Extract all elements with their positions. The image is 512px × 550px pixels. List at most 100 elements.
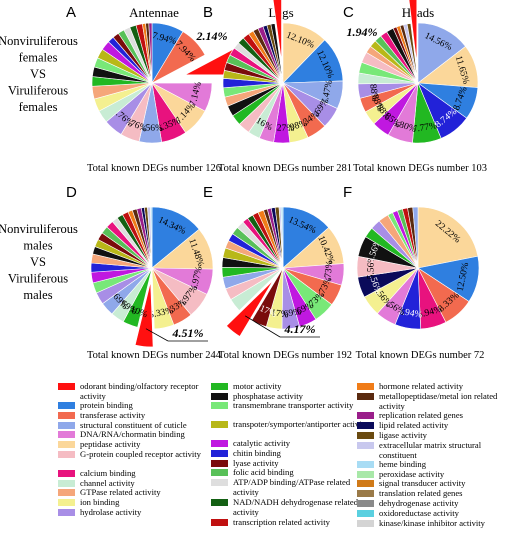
pie-slice [406, 23, 419, 84]
legend-swatch [357, 383, 374, 390]
panel-caption: Total known DEGs number 244 [87, 350, 222, 361]
panel-title: Antennae [129, 5, 179, 20]
group-label-line: Viruliferous [8, 272, 68, 286]
legend-label: peroxidase activity [379, 469, 445, 479]
group-label-line: females [19, 100, 58, 114]
legend-swatch [357, 520, 374, 527]
legend-label: phosphatase activity [233, 391, 303, 401]
legend-label: ion binding [80, 497, 120, 507]
legend-label: hydrolase activity [80, 507, 142, 517]
callout-label: 4.51% [172, 326, 204, 340]
panel-caption: Total known DEGs number 281 [218, 163, 352, 174]
legend-label: replication related genes [379, 410, 463, 420]
legend-swatch [58, 470, 75, 477]
callout-label: 1.94% [347, 25, 378, 39]
pie-slice [151, 267, 175, 330]
legend-swatch [357, 432, 374, 439]
legend-label: peptidase activity [80, 439, 141, 449]
pie-slice [148, 22, 153, 84]
legend-swatch [58, 422, 75, 429]
panel-caption: Total known DEGs number 72 [356, 350, 485, 361]
slice-label: 4.27% [270, 123, 295, 134]
group-label-line: VS [30, 67, 46, 81]
legend-swatch [211, 383, 228, 390]
legend-swatch [58, 480, 75, 487]
legend-swatch [357, 461, 374, 468]
panel-letter: F [343, 184, 352, 201]
legend-label: signal transducer activity [379, 478, 466, 488]
legend-swatch [211, 393, 228, 400]
legend-label: lyase activity [233, 458, 279, 468]
legend-label: hormone related activity [379, 381, 463, 391]
legend-swatch [58, 383, 75, 390]
panel-letter: D [66, 184, 77, 201]
group-label-line: Viruliferous [8, 84, 68, 98]
pie-slice [226, 280, 274, 337]
legend-label: DNA/RNA/chormatin binding [80, 429, 185, 439]
pie-slice [151, 206, 200, 269]
legend-label: NAD/NADH dehydrogenase related activity [233, 497, 359, 517]
group-label-line: males [23, 288, 52, 302]
legend-label: lipid related activity [379, 420, 449, 430]
panel-letter: C [343, 4, 354, 21]
callout-label: 4.17% [284, 322, 316, 336]
legend-label: transcription related activity [233, 517, 330, 527]
pie-slice [412, 206, 419, 269]
legend-swatch [357, 412, 374, 419]
legend-swatch [211, 440, 228, 447]
slice-label: 4.69% [276, 307, 302, 320]
slice-label: 5.33% [148, 306, 174, 321]
legend-swatch [357, 490, 374, 497]
callout-line [244, 315, 281, 338]
legend-swatch [357, 422, 374, 429]
legend-label: G-protein coupled receptor activity [80, 449, 201, 459]
legend-swatch [211, 479, 228, 486]
slice-label: 5.56% [366, 255, 377, 280]
panel-letter: E [203, 184, 213, 201]
legend-swatch [211, 402, 228, 409]
legend-swatch [211, 499, 228, 506]
pie-slice [280, 206, 284, 269]
pie-slice [270, 23, 284, 84]
group-label-line: Nonviruliferous [0, 34, 78, 48]
slice-label: 7.47% [320, 79, 335, 105]
group-label-line: Nonviruliferous [0, 222, 78, 236]
pie-slice [417, 22, 466, 84]
legend-swatch [357, 442, 374, 449]
pie-slice [417, 206, 479, 269]
pie-slice [150, 206, 153, 269]
group-label-line: females [19, 51, 58, 65]
legend-label: channel activity [80, 478, 135, 488]
legend-label: chitin binding [233, 448, 281, 458]
legend-label: catalytic activity [233, 438, 291, 448]
legend-label: motor activity [233, 381, 282, 391]
legend-label: translation related genes [379, 488, 463, 498]
legend-label: extracellular matrix structural constitu… [379, 440, 482, 460]
legend-label: ATP/ADP binding/ATPase related activity [233, 477, 351, 497]
legend-label: calcium binding [80, 468, 136, 478]
slice-label: 6.94% [397, 307, 423, 321]
slice-label: 7.77% [412, 121, 438, 135]
legend-label: heme binding [379, 459, 427, 469]
legend-swatch [357, 480, 374, 487]
slice-label: 5.73% [323, 260, 336, 286]
legend-swatch [357, 471, 374, 478]
legend-label: dehydrogenase activity [379, 498, 459, 508]
pie-slice [151, 31, 206, 84]
group-label-line: VS [30, 255, 46, 269]
legend-label: transmembrane transporter activity [233, 400, 354, 410]
legend-label: odorant binding/olfactory receptor activ… [80, 381, 199, 401]
legend-swatch [211, 460, 228, 467]
panel-caption: Total known DEGs number 103 [353, 163, 487, 174]
callout-label: 2.14% [196, 29, 228, 43]
panel-letter: B [203, 4, 213, 21]
legend-label: kinase/kinase inhibitor activity [379, 518, 485, 528]
legend-swatch [58, 412, 75, 419]
legend-swatch [357, 500, 374, 507]
legend-swatch [211, 519, 228, 526]
